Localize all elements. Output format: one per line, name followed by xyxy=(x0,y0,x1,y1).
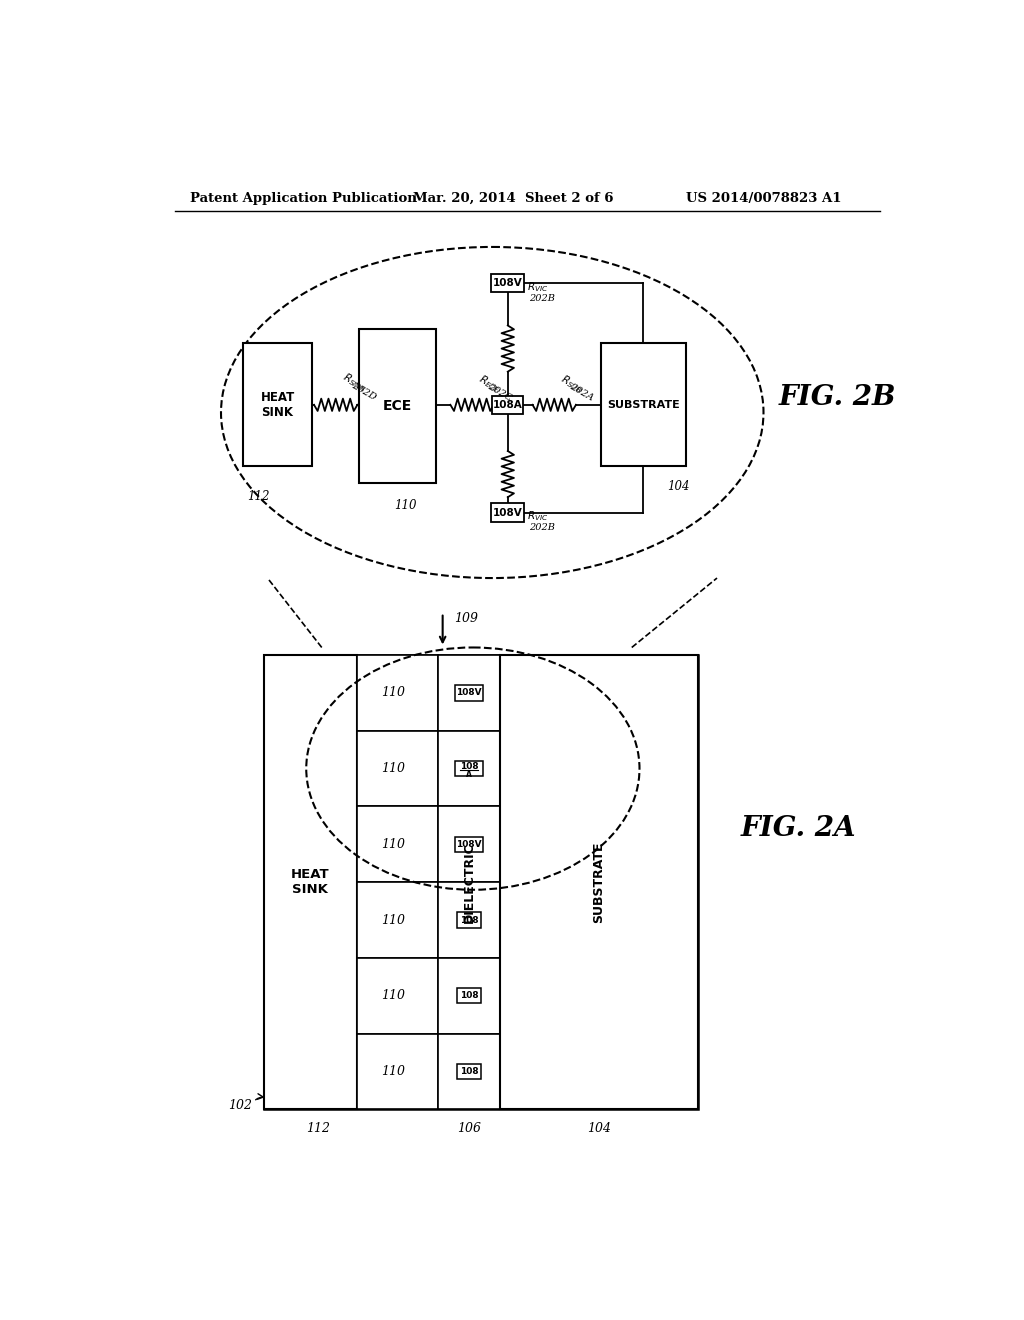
Bar xyxy=(455,760,483,776)
Bar xyxy=(356,807,438,882)
Text: 104: 104 xyxy=(587,1122,610,1135)
Text: Patent Application Publication: Patent Application Publication xyxy=(190,191,417,205)
Text: DIELECTRIC: DIELECTRIC xyxy=(463,842,475,923)
Text: 108V: 108V xyxy=(493,508,522,517)
Text: $R_{SINK}$: $R_{SINK}$ xyxy=(340,371,370,396)
Text: 110: 110 xyxy=(394,499,417,512)
Text: HEAT
SINK: HEAT SINK xyxy=(291,869,330,896)
Bar xyxy=(457,989,481,1003)
Bar xyxy=(438,1034,500,1109)
Text: 110: 110 xyxy=(381,1065,406,1078)
Text: 110: 110 xyxy=(381,838,406,851)
Bar xyxy=(263,655,697,1109)
Bar xyxy=(438,958,500,1034)
Text: A: A xyxy=(466,771,472,779)
Text: ECE: ECE xyxy=(383,400,413,413)
Bar xyxy=(438,731,500,807)
Text: 112: 112 xyxy=(306,1122,330,1135)
Text: 108: 108 xyxy=(460,762,478,771)
Text: SUBSTRATE: SUBSTRATE xyxy=(607,400,680,409)
Text: 202B: 202B xyxy=(528,524,555,532)
Text: 202B: 202B xyxy=(528,294,555,304)
Text: 102: 102 xyxy=(228,1100,252,1111)
Text: 104: 104 xyxy=(667,480,689,494)
Bar xyxy=(359,330,436,483)
Bar xyxy=(356,731,438,807)
Bar xyxy=(455,685,483,701)
Bar xyxy=(438,807,500,882)
Bar xyxy=(438,655,500,731)
Bar xyxy=(493,396,523,414)
Bar xyxy=(492,275,524,293)
Text: 110: 110 xyxy=(381,913,406,927)
Text: 202A: 202A xyxy=(568,381,595,403)
Bar xyxy=(243,343,312,466)
Text: SUBSTRATE: SUBSTRATE xyxy=(592,841,605,923)
Bar xyxy=(455,837,483,851)
Bar xyxy=(492,503,524,521)
Bar xyxy=(438,882,500,958)
Text: 108: 108 xyxy=(460,991,478,1001)
Text: 109: 109 xyxy=(455,612,478,626)
Text: 108: 108 xyxy=(460,1067,478,1076)
Text: $R_{VIC}$: $R_{VIC}$ xyxy=(527,510,549,523)
Text: $R_{ECE}$: $R_{ECE}$ xyxy=(476,372,503,396)
Text: 106: 106 xyxy=(457,1122,481,1135)
Text: 202C: 202C xyxy=(486,381,513,403)
Bar xyxy=(356,655,438,731)
Text: US 2014/0078823 A1: US 2014/0078823 A1 xyxy=(686,191,842,205)
Bar xyxy=(356,882,438,958)
Text: 202D: 202D xyxy=(349,381,377,403)
Bar xyxy=(356,958,438,1034)
Bar xyxy=(601,343,686,466)
Text: 108A: 108A xyxy=(493,400,522,409)
Text: 110: 110 xyxy=(381,686,406,700)
Bar xyxy=(356,1034,438,1109)
Text: 108V: 108V xyxy=(456,840,482,849)
Text: $R_{SUB}$: $R_{SUB}$ xyxy=(558,372,586,396)
Text: FIG. 2A: FIG. 2A xyxy=(740,814,856,842)
Text: $R_{VIC}$: $R_{VIC}$ xyxy=(527,280,549,294)
Text: 108V: 108V xyxy=(493,279,522,288)
Bar xyxy=(457,912,481,928)
Text: 110: 110 xyxy=(381,989,406,1002)
Bar xyxy=(457,1064,481,1080)
Text: 112: 112 xyxy=(247,490,269,503)
Text: Mar. 20, 2014  Sheet 2 of 6: Mar. 20, 2014 Sheet 2 of 6 xyxy=(414,191,613,205)
Bar xyxy=(500,655,697,1109)
Text: 108V: 108V xyxy=(456,689,482,697)
Bar xyxy=(263,655,356,1109)
Text: 108: 108 xyxy=(460,916,478,924)
Text: FIG. 2B: FIG. 2B xyxy=(779,384,896,411)
Text: 110: 110 xyxy=(381,762,406,775)
Text: HEAT
SINK: HEAT SINK xyxy=(260,391,295,418)
